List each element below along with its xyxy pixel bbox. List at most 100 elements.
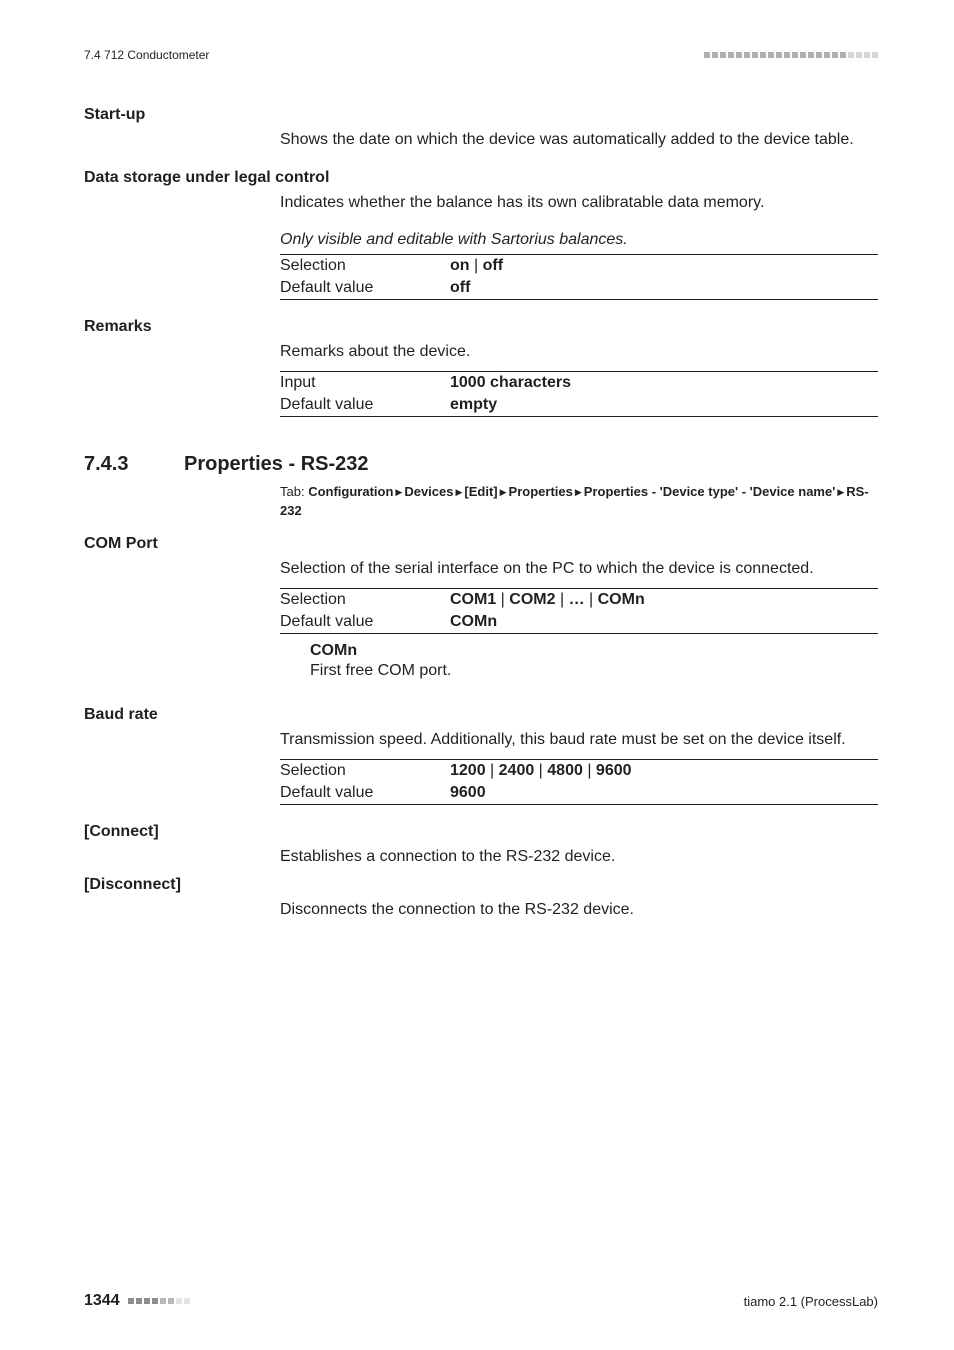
- subdef-term: COMn: [310, 642, 878, 660]
- baud-label: Baud rate: [84, 706, 158, 723]
- header-dashes: [704, 52, 878, 58]
- cell-val: off: [450, 279, 878, 297]
- comport-text: Selection of the serial interface on the…: [280, 557, 878, 580]
- body-area: Remarks about the device. Input 1000 cha…: [280, 340, 878, 417]
- dash-icon: [800, 52, 806, 58]
- block-comport: COM Port Selection of the serial interfa…: [84, 535, 878, 688]
- triangle-icon: ▶: [573, 486, 584, 500]
- cell-key: Input: [280, 374, 450, 392]
- cell-val: 9600: [450, 784, 878, 802]
- val-off: off: [483, 257, 503, 274]
- dash-icon: [832, 52, 838, 58]
- block-baud: Baud rate Transmission speed. Additional…: [84, 706, 878, 805]
- tab-part: Properties - 'Device type' - 'Device nam…: [584, 484, 836, 499]
- dash-icon: [856, 52, 862, 58]
- val-pipe: |: [585, 591, 598, 608]
- page-number: 1344: [84, 1292, 120, 1310]
- datastorage-text: Indicates whether the balance has its ow…: [280, 191, 878, 214]
- section-title: Properties - RS-232: [184, 453, 369, 476]
- disconnect-label: [Disconnect]: [84, 876, 181, 893]
- dash-icon: [144, 1298, 150, 1304]
- connect-text: Establishes a connection to the RS-232 d…: [280, 845, 878, 868]
- footer-right: tiamo 2.1 (ProcessLab): [744, 1294, 878, 1309]
- dash-icon: [168, 1298, 174, 1304]
- connect-label: [Connect]: [84, 823, 159, 840]
- body-area: Transmission speed. Additionally, this b…: [280, 728, 878, 805]
- dash-icon: [768, 52, 774, 58]
- table-row: Default value 9600: [280, 782, 878, 804]
- cell-key: Selection: [280, 591, 450, 609]
- dash-icon: [720, 52, 726, 58]
- tab-part: Configuration: [308, 484, 393, 499]
- dash-icon: [728, 52, 734, 58]
- dash-icon: [184, 1298, 190, 1304]
- triangle-icon: ▶: [835, 486, 846, 500]
- dash-icon: [808, 52, 814, 58]
- val-pipe: |: [583, 762, 596, 779]
- dash-icon: [848, 52, 854, 58]
- remarks-text: Remarks about the device.: [280, 340, 878, 363]
- block-connect: [Connect] Establishes a connection to th…: [84, 823, 878, 868]
- dash-icon: [712, 52, 718, 58]
- dash-icon: [128, 1298, 134, 1304]
- dash-icon: [136, 1298, 142, 1304]
- val-com2: COM2: [509, 591, 555, 608]
- dash-icon: [784, 52, 790, 58]
- cell-key: Default value: [280, 613, 450, 631]
- cell-val: on | off: [450, 257, 878, 275]
- cell-key: Selection: [280, 762, 450, 780]
- val-com1: COM1: [450, 591, 496, 608]
- tab-prefix: Tab:: [280, 484, 308, 499]
- table-row: Default value empty: [280, 394, 878, 416]
- cell-key: Default value: [280, 784, 450, 802]
- val-pipe: |: [496, 591, 509, 608]
- table-row: Default value COMn: [280, 611, 878, 633]
- body-area: Establishes a connection to the RS-232 d…: [280, 845, 878, 868]
- cell-val: COMn: [450, 613, 878, 631]
- label-row: [Disconnect]: [84, 876, 878, 894]
- dash-icon: [792, 52, 798, 58]
- label-row: Start-up: [84, 106, 878, 124]
- dash-icon: [160, 1298, 166, 1304]
- tab-part: [Edit]: [464, 484, 497, 499]
- comport-label: COM Port: [84, 535, 158, 552]
- dash-icon: [816, 52, 822, 58]
- label-row: Remarks: [84, 318, 878, 336]
- val-comn: COMn: [598, 591, 645, 608]
- val-pipe: |: [556, 591, 569, 608]
- body-area: Indicates whether the balance has its ow…: [280, 191, 878, 299]
- datastorage-table: Selection on | off Default value off: [280, 254, 878, 300]
- cell-key: Default value: [280, 279, 450, 297]
- triangle-icon: ▶: [393, 486, 404, 500]
- dash-icon: [152, 1298, 158, 1304]
- comport-table: Selection COM1 | COM2 | … | COMn Default…: [280, 588, 878, 634]
- footer-dashes: [128, 1298, 190, 1304]
- triangle-icon: ▶: [453, 486, 464, 500]
- cell-val: empty: [450, 396, 878, 414]
- dash-icon: [744, 52, 750, 58]
- block-datastorage: Data storage under legal control Indicat…: [84, 169, 878, 299]
- footer: 1344 tiamo 2.1 (ProcessLab): [84, 1292, 878, 1310]
- dash-icon: [872, 52, 878, 58]
- dash-icon: [864, 52, 870, 58]
- content: Start-up Shows the date on which the dev…: [84, 106, 878, 940]
- header-left: 7.4 712 Conductometer: [84, 48, 209, 62]
- body-area: Selection of the serial interface on the…: [280, 557, 878, 634]
- triangle-icon: ▶: [498, 486, 509, 500]
- dash-icon: [752, 52, 758, 58]
- cell-key: Selection: [280, 257, 450, 275]
- section-heading: 7.4.3 Properties - RS-232: [84, 453, 878, 476]
- baud-table: Selection 1200 | 2400 | 4800 | 9600 Defa…: [280, 759, 878, 805]
- table-row: Default value off: [280, 277, 878, 299]
- block-remarks: Remarks Remarks about the device. Input …: [84, 318, 878, 417]
- tab-part: Devices: [404, 484, 453, 499]
- val-2400: 2400: [499, 762, 535, 779]
- body-area: Shows the date on which the device was a…: [280, 128, 878, 151]
- remarks-table: Input 1000 characters Default value empt…: [280, 371, 878, 417]
- cell-key: Default value: [280, 396, 450, 414]
- dash-icon: [840, 52, 846, 58]
- label-row: Baud rate: [84, 706, 878, 724]
- page: 7.4 712 Conductometer: [0, 0, 954, 1350]
- dash-icon: [760, 52, 766, 58]
- baud-text: Transmission speed. Additionally, this b…: [280, 728, 878, 751]
